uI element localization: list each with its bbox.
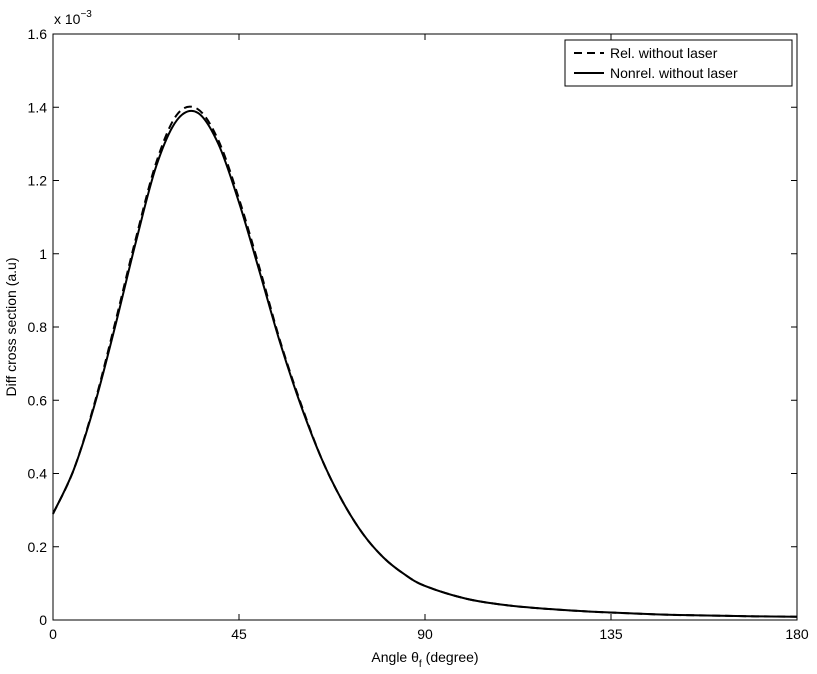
y-tick-label: 0.2: [28, 539, 48, 555]
series-group: [52, 105, 798, 618]
y-tick-label: 0.8: [28, 319, 48, 335]
y-tick-label: 1.2: [28, 173, 48, 189]
x-tick-label: 45: [231, 626, 247, 642]
x-axis-label: Angle θf (degree): [371, 649, 478, 670]
legend-label-nonrel: Nonrel. without laser: [610, 65, 738, 81]
y-tick-label: 0.6: [28, 392, 48, 408]
legend-label-rel: Rel. without laser: [610, 45, 718, 61]
y-tick-label: 1.4: [28, 99, 48, 115]
plot-area: [52, 33, 798, 621]
y-tick-label: 1.6: [28, 26, 48, 42]
ticks: 0 45 90 135 180 0 0.2 0.4 0.6 0.8 1 1.2 1.4 1.6: [28, 26, 809, 642]
y-axis-label: Diff cross section (a.u): [3, 257, 19, 396]
x-tick-label: 180: [785, 626, 809, 642]
series-line-nonrel: [52, 109, 798, 618]
y-multiplier: x 10−3: [54, 9, 92, 27]
x-tick-label: 0: [49, 626, 57, 642]
legend: Rel. without laser Nonrel. without laser: [564, 39, 793, 87]
y-tick-label: 0: [39, 612, 47, 628]
y-tick-label: 0.4: [28, 466, 48, 482]
x-tick-label: 135: [599, 626, 623, 642]
x-tick-label: 90: [417, 626, 433, 642]
y-tick-label: 1: [39, 246, 47, 262]
legend-box: [564, 39, 793, 87]
